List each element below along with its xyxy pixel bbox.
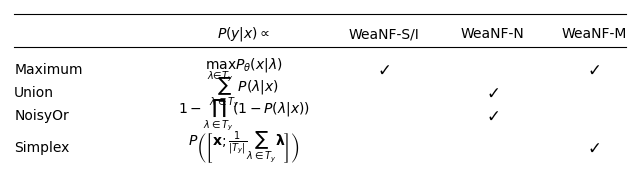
Text: WeaNF-N: WeaNF-N (460, 27, 524, 41)
Text: $\checkmark$: $\checkmark$ (377, 61, 390, 79)
Text: $\checkmark$: $\checkmark$ (588, 61, 600, 79)
Text: $\checkmark$: $\checkmark$ (588, 139, 600, 157)
Text: $\sum_{\lambda \in T_y} P(\lambda|x)$: $\sum_{\lambda \in T_y} P(\lambda|x)$ (209, 76, 278, 110)
Text: $P\left(\left[\mathbf{x}; \frac{1}{|T_y|}\sum_{\lambda \in T_y} \boldsymbol{\lam: $P\left(\left[\mathbf{x}; \frac{1}{|T_y|… (188, 130, 300, 166)
Text: $1 - \prod_{\lambda \in T_y} (1 - P(\lambda|x))$: $1 - \prod_{\lambda \in T_y} (1 - P(\lam… (178, 98, 310, 133)
Text: Union: Union (14, 86, 54, 100)
Text: NoisyOr: NoisyOr (14, 109, 69, 123)
Text: Simplex: Simplex (14, 141, 70, 155)
Text: $\checkmark$: $\checkmark$ (486, 107, 499, 125)
Text: $P(y|x) \propto$: $P(y|x) \propto$ (217, 25, 270, 43)
Text: Maximum: Maximum (14, 63, 83, 77)
Text: $\max_{\lambda \in T_y} P_\theta(x|\lambda)$: $\max_{\lambda \in T_y} P_\theta(x|\lamb… (205, 56, 282, 84)
Text: WeaNF-M: WeaNF-M (561, 27, 627, 41)
Text: $\checkmark$: $\checkmark$ (486, 84, 499, 102)
Text: WeaNF-S/I: WeaNF-S/I (348, 27, 419, 41)
